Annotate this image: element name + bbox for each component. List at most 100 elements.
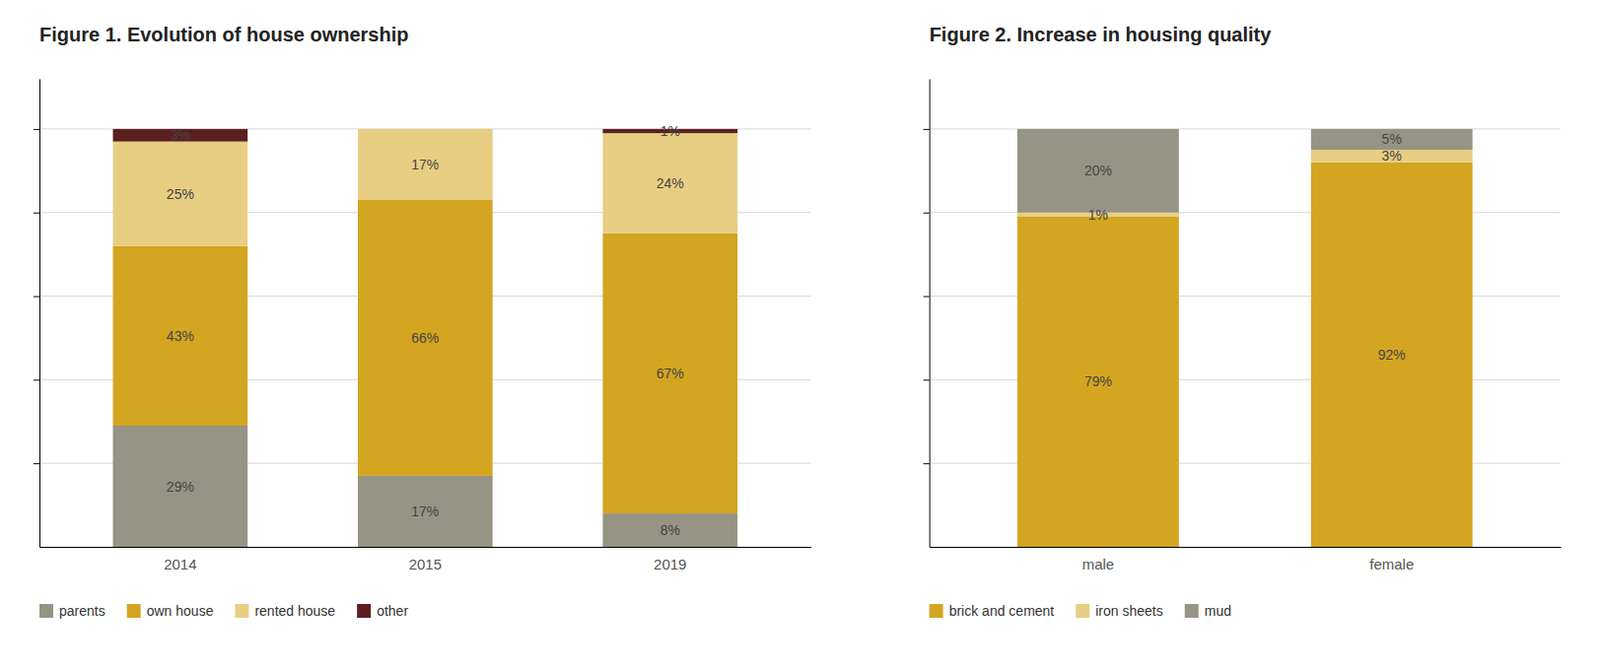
y-tick: [33, 296, 40, 298]
legend-swatch: [929, 604, 944, 619]
legend-label: iron sheets: [1095, 603, 1163, 620]
data-label: 67%: [656, 365, 685, 382]
y-tick-mark: [923, 212, 930, 214]
legend-label: own house: [146, 603, 214, 620]
legend-item: brick and cement: [929, 603, 1055, 620]
panel: Figure 2. Increase in housing quality 79%…: [923, 23, 1562, 620]
bar-segment: [357, 200, 493, 477]
legend-item: iron sheets: [1075, 603, 1163, 620]
x-tick-label: 2015: [409, 556, 442, 573]
bar-segment: [357, 476, 493, 548]
bar-series: [113, 200, 739, 514]
data-labels: 79% 92% 1% 3% 20% 5%: [1084, 131, 1406, 390]
x-axis-line: [929, 547, 1561, 549]
panel: Figure 1. Evolution of house ownership29…: [33, 23, 812, 620]
y-axis: [33, 79, 41, 549]
y-tick: [923, 463, 930, 465]
legend-label: mud: [1204, 603, 1232, 620]
bar-series: [113, 129, 739, 142]
x-tick-label: female: [1369, 556, 1414, 573]
bar-segment: [1017, 216, 1180, 548]
legend-swatch: [127, 604, 141, 619]
legend: parents own house rented house other: [39, 603, 409, 620]
y-tick-mark: [33, 212, 40, 214]
x-axis-line: [40, 547, 813, 549]
y-tick-mark: [923, 296, 930, 298]
bar-segment: [113, 141, 249, 247]
y-tick: [33, 463, 40, 465]
data-label: 17%: [411, 156, 439, 173]
chart-canvas: Figure 1. Evolution of house ownership29…: [0, 0, 1600, 670]
x-tick: 2015: [409, 556, 442, 573]
y-tick: [33, 212, 40, 214]
bar-segment: [1311, 162, 1473, 548]
y-tick-mark: [33, 463, 40, 465]
data-labels: 29%17%8%43%66%67%25%17%24%3%1%: [166, 123, 685, 539]
data-label: 43%: [166, 328, 195, 345]
y-tick-mark: [923, 129, 930, 131]
x-tick-label: male: [1082, 556, 1115, 573]
x-tick: 2019: [653, 556, 687, 573]
legend: brick and cement iron sheets mud: [929, 603, 1232, 620]
y-tick: [33, 379, 40, 381]
legend-item: parents: [39, 603, 106, 620]
x-axis: male female: [929, 548, 1561, 573]
y-tick: [923, 379, 930, 381]
bar-segment: [602, 133, 738, 234]
data-label: 3%: [1382, 147, 1402, 164]
legend-swatch: [1075, 604, 1090, 619]
y-tick-mark: [33, 379, 40, 381]
data-label: 1%: [660, 123, 681, 140]
data-label: 8%: [660, 522, 681, 539]
data-label: 25%: [166, 186, 195, 203]
bar-segment: [1017, 129, 1180, 213]
bar-segment: [602, 233, 738, 514]
x-tick-label: 2019: [653, 556, 687, 573]
y-tick: [923, 212, 930, 214]
data-label: 92%: [1378, 347, 1406, 363]
legend-item: rented house: [234, 603, 336, 620]
data-label: 20%: [1084, 162, 1113, 179]
bars: [1017, 129, 1473, 548]
bar-series: [1017, 129, 1473, 213]
legend-swatch: [234, 604, 249, 619]
y-tick-mark: [33, 129, 40, 131]
bar-segment: [357, 128, 493, 130]
bars: [113, 129, 739, 548]
bar-segment: [113, 246, 249, 426]
x-axis: 201420152019: [40, 548, 813, 573]
legend-swatch: [356, 604, 371, 619]
x-tick: female: [1369, 556, 1414, 573]
data-label: 3%: [170, 127, 191, 143]
legend-swatch: [1184, 604, 1199, 619]
legend-item: other: [356, 603, 409, 620]
bar-segment: [1311, 129, 1473, 150]
y-axis-line: [39, 79, 41, 549]
legend-label: rented house: [254, 603, 336, 620]
bar-segment: [602, 513, 738, 548]
data-label: 66%: [411, 330, 439, 347]
data-label: 24%: [656, 175, 685, 192]
legend-swatch: [39, 604, 54, 619]
data-label: 1%: [1088, 207, 1109, 223]
legend-label: parents: [59, 603, 106, 620]
bar-segment: [113, 425, 249, 548]
legend-label: brick and cement: [949, 603, 1055, 620]
data-label: 5%: [1382, 131, 1402, 147]
y-tick: [923, 129, 930, 131]
bar-series: [1017, 162, 1473, 548]
legend-label: other: [376, 603, 409, 620]
data-label: 17%: [411, 503, 439, 520]
y-axis-line: [929, 79, 931, 549]
y-tick-mark: [33, 296, 40, 298]
bar-series: [113, 129, 739, 247]
legend-item: own house: [127, 603, 214, 620]
data-label: 79%: [1084, 373, 1113, 390]
x-tick: male: [1082, 556, 1115, 573]
legend-item: mud: [1184, 603, 1232, 620]
chart-title: Figure 1. Evolution of house ownership: [39, 23, 409, 46]
y-tick: [33, 129, 40, 131]
y-tick-mark: [923, 463, 930, 465]
y-tick: [923, 296, 930, 298]
chart-title: Figure 2. Increase in housing quality: [929, 23, 1273, 46]
